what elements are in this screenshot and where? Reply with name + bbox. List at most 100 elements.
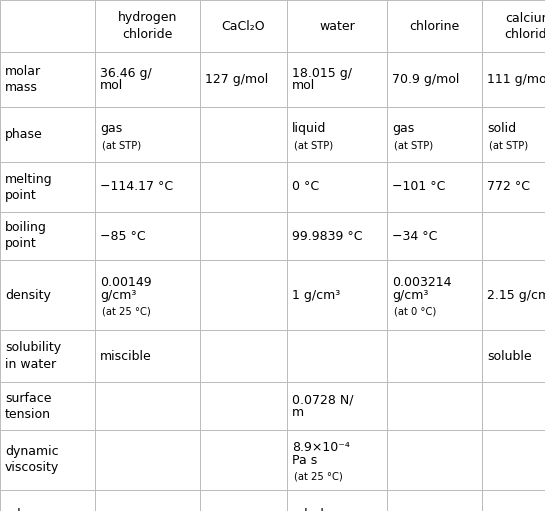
Bar (387, 107, 482, 162)
Bar (200, 430, 287, 490)
Text: 111 g/mol: 111 g/mol (487, 73, 545, 86)
Text: chlorine: chlorine (409, 19, 459, 33)
Text: m: m (292, 406, 304, 419)
Bar (287, 0, 387, 52)
Bar (387, 52, 482, 107)
Text: (at 25 °C): (at 25 °C) (294, 472, 343, 482)
Bar (387, 330, 482, 382)
Bar (287, 330, 387, 382)
Bar (200, 490, 287, 511)
Text: 0.003214: 0.003214 (392, 276, 451, 289)
Text: (at 25 °C): (at 25 °C) (102, 307, 151, 317)
Bar (95, 212, 200, 260)
Bar (387, 430, 482, 490)
Text: CaCl₂O: CaCl₂O (222, 19, 265, 33)
Bar (200, 260, 287, 330)
Bar (287, 260, 387, 330)
Text: water: water (319, 19, 355, 33)
Text: (at 0 °C): (at 0 °C) (394, 307, 436, 317)
Bar (482, 162, 545, 212)
Text: melting
point: melting point (5, 173, 53, 201)
Text: odorless: odorless (292, 507, 344, 511)
Bar (200, 212, 287, 260)
Text: 18.015 g/: 18.015 g/ (292, 67, 352, 80)
Text: −34 °C: −34 °C (392, 229, 438, 243)
Bar (482, 490, 545, 511)
Bar (482, 430, 545, 490)
Bar (95, 162, 200, 212)
Text: 127 g/mol: 127 g/mol (205, 73, 268, 86)
Text: 99.9839 °C: 99.9839 °C (292, 229, 362, 243)
Text: 2.15 g/cm³: 2.15 g/cm³ (487, 289, 545, 301)
Text: g/cm³: g/cm³ (100, 289, 136, 302)
Text: odor: odor (5, 507, 33, 511)
Text: 70.9 g/mol: 70.9 g/mol (392, 73, 459, 86)
Bar (287, 162, 387, 212)
Bar (387, 162, 482, 212)
Bar (387, 212, 482, 260)
Text: calcium
chloride: calcium chloride (504, 12, 545, 40)
Text: mol: mol (292, 79, 315, 92)
Bar (482, 0, 545, 52)
Bar (387, 490, 482, 511)
Text: density: density (5, 289, 51, 301)
Bar (95, 107, 200, 162)
Text: 772 °C: 772 °C (487, 180, 530, 194)
Bar (95, 490, 200, 511)
Bar (0, 0, 95, 52)
Text: solid: solid (487, 122, 516, 135)
Text: boiling
point: boiling point (5, 221, 47, 250)
Bar (482, 52, 545, 107)
Bar (482, 260, 545, 330)
Bar (287, 382, 387, 430)
Bar (287, 430, 387, 490)
Text: dynamic
viscosity: dynamic viscosity (5, 446, 59, 475)
Bar (95, 0, 200, 52)
Bar (95, 330, 200, 382)
Text: soluble: soluble (487, 350, 531, 362)
Text: g/cm³: g/cm³ (392, 289, 428, 302)
Bar (0, 212, 95, 260)
Bar (287, 107, 387, 162)
Bar (482, 382, 545, 430)
Bar (200, 0, 287, 52)
Bar (0, 430, 95, 490)
Text: molar
mass: molar mass (5, 65, 41, 94)
Text: (at STP): (at STP) (102, 140, 141, 150)
Bar (200, 107, 287, 162)
Text: mol: mol (100, 79, 123, 92)
Text: −114.17 °C: −114.17 °C (100, 180, 173, 194)
Text: Pa s: Pa s (292, 454, 317, 467)
Bar (482, 212, 545, 260)
Bar (287, 490, 387, 511)
Text: 0 °C: 0 °C (292, 180, 319, 194)
Text: hydrogen
chloride: hydrogen chloride (118, 12, 177, 40)
Text: (at STP): (at STP) (294, 140, 333, 150)
Bar (200, 382, 287, 430)
Text: 8.9×10⁻⁴: 8.9×10⁻⁴ (292, 441, 350, 454)
Bar (95, 260, 200, 330)
Text: solubility
in water: solubility in water (5, 341, 61, 370)
Text: liquid: liquid (292, 122, 326, 135)
Text: phase: phase (5, 128, 43, 141)
Bar (95, 430, 200, 490)
Text: 0.00149: 0.00149 (100, 276, 152, 289)
Bar (95, 52, 200, 107)
Text: (at STP): (at STP) (489, 140, 528, 150)
Bar (200, 162, 287, 212)
Text: −85 °C: −85 °C (100, 229, 146, 243)
Bar (387, 260, 482, 330)
Bar (482, 107, 545, 162)
Text: gas: gas (392, 122, 414, 135)
Bar (0, 260, 95, 330)
Text: (at STP): (at STP) (394, 140, 433, 150)
Bar (387, 0, 482, 52)
Bar (95, 382, 200, 430)
Bar (287, 212, 387, 260)
Text: 36.46 g/: 36.46 g/ (100, 67, 152, 80)
Text: 1 g/cm³: 1 g/cm³ (292, 289, 340, 301)
Text: −101 °C: −101 °C (392, 180, 445, 194)
Bar (0, 162, 95, 212)
Bar (482, 330, 545, 382)
Bar (200, 52, 287, 107)
